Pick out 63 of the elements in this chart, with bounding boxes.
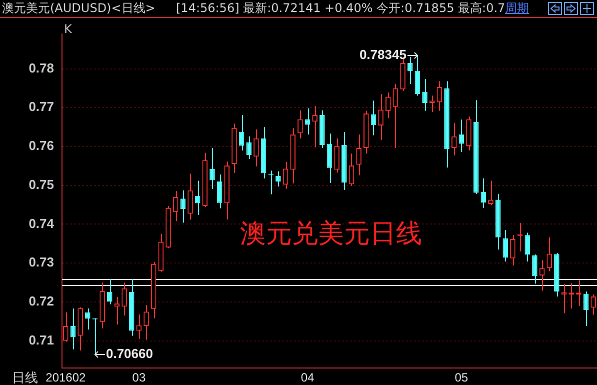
candlestick (282, 162, 288, 190)
candlestick (532, 254, 538, 284)
candlestick (85, 308, 90, 330)
candlestick (392, 83, 398, 149)
candlestick (276, 170, 281, 188)
candlestick (172, 190, 178, 222)
candlestick (334, 138, 340, 174)
candlestick (429, 95, 435, 112)
candlestick (63, 312, 68, 342)
y-tick-label: 0.74 (28, 216, 55, 231)
candlestick (546, 236, 552, 272)
text: 日线 (12, 370, 38, 385)
candlestick (216, 174, 222, 209)
chart-title: 澳元美元(AUDUSD)<日线> (2, 0, 156, 17)
annotation: K (64, 22, 72, 36)
x-tick-label: 05 (454, 370, 468, 385)
candlestick (436, 80, 442, 112)
candlestick (590, 294, 596, 316)
candlestick (407, 56, 413, 84)
candlestick (378, 94, 384, 140)
candlestick (246, 136, 252, 160)
candlestick (510, 234, 516, 266)
candlestick (210, 148, 215, 190)
annotation: 0.70660 (106, 346, 153, 362)
y-tick-label: 0.78 (28, 60, 54, 76)
candlestick (539, 259, 545, 292)
candlestick (298, 110, 303, 139)
candlestick (70, 308, 76, 350)
candlestick (480, 178, 486, 208)
x-tick-label: 04 (300, 370, 315, 385)
candlestick (458, 119, 464, 152)
candlestick (312, 106, 318, 148)
candlestick (254, 128, 259, 167)
candlestick (561, 284, 567, 314)
candlestick (451, 122, 457, 156)
candlestick (348, 152, 354, 186)
candlestick (188, 173, 193, 220)
y-tick-label: 0.72 (28, 294, 54, 309)
candlestick (144, 304, 149, 340)
candlestick (370, 100, 376, 136)
chart-subtitle: [14:56:56] 最新:0.72141 +0.40% 今开:0.71855 最高:0.7 (176, 0, 506, 17)
candlestick (356, 134, 362, 176)
y-tick-label: 0.71 (28, 332, 54, 348)
y-tick-label: 0.75 (28, 176, 54, 192)
annotation: 澳元兑美元日线 (240, 218, 422, 251)
candlestick (107, 278, 112, 305)
candlestick (238, 114, 244, 151)
candlestick (326, 133, 332, 184)
x-tick-label: 201602 (46, 370, 86, 385)
candlestick (488, 180, 494, 206)
annotation: 0.78345 (359, 47, 406, 62)
y-tick-label: 0.76 (28, 138, 54, 154)
candlestick (502, 230, 508, 262)
y-tick-label: 0.73 (28, 254, 54, 270)
y-tick-label: 0.77 (28, 99, 54, 114)
candlestick (385, 92, 391, 119)
candlestick (524, 232, 530, 262)
candlestick (180, 190, 186, 224)
x-tick-label: 03 (132, 370, 146, 385)
candlestick (122, 282, 127, 316)
candlestick (422, 78, 428, 112)
candlestick (414, 54, 420, 96)
text: 周期 (505, 0, 529, 17)
